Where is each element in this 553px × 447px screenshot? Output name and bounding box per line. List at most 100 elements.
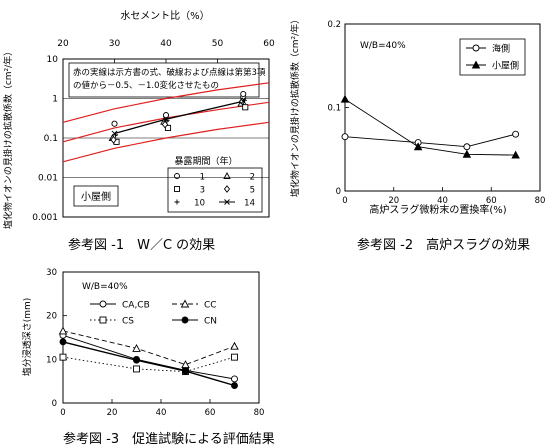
chart3-legend-label-CC: CC bbox=[204, 301, 217, 311]
chart3-y-tick-label: 30 bbox=[46, 268, 57, 278]
chart2-legend-box bbox=[459, 38, 526, 76]
chart3-legend-marker-CA,CB bbox=[99, 300, 107, 308]
chart2-point-海側 bbox=[463, 143, 471, 151]
chart1-legend: 暴露期間（年） 1 23 510 14 bbox=[167, 155, 263, 213]
chart2-annotation: W/B=40% bbox=[360, 41, 406, 51]
chart2-y-tick-label: 0.1 bbox=[327, 104, 341, 114]
chart1-top-tick-label: 20 bbox=[57, 39, 69, 49]
chart3-point-CC bbox=[230, 341, 239, 350]
chart3-series-line-CA,CB bbox=[62, 334, 235, 380]
chart3-legend-label-CS: CS bbox=[122, 317, 134, 327]
chart3-y-tick-label: 20 bbox=[46, 312, 57, 322]
chart3-y-axis-title: 塩分浸透深さ(mm) bbox=[21, 298, 33, 377]
chart3-y-tick-label: 10 bbox=[46, 355, 57, 365]
chart3-point-CC bbox=[58, 326, 68, 335]
chart2-point-海側 bbox=[341, 133, 349, 141]
chart3-x-tick-label: 80 bbox=[254, 408, 265, 418]
chart1-point-3 bbox=[164, 124, 172, 131]
chart1-note-line2: の値から－0.5、－1.0変化させたもの bbox=[73, 80, 219, 91]
chart1-y-tick-label: 1 bbox=[52, 95, 58, 105]
chart1-legend-label-10: 10 bbox=[194, 199, 205, 209]
chart1-point-5 bbox=[110, 135, 117, 144]
chart1-y-tick-label: 0.1 bbox=[44, 134, 58, 144]
chart2-legend-marker-小屋側 bbox=[471, 60, 481, 69]
chart1-legend-marker-14 bbox=[224, 199, 230, 205]
chart1-top-tick-label: 50 bbox=[212, 39, 224, 49]
chart3-point-CN bbox=[182, 367, 189, 375]
chart3-x-tick-label: 20 bbox=[107, 408, 118, 418]
chart1-point-14 bbox=[111, 130, 118, 137]
chart1-top-tick-label: 30 bbox=[109, 39, 121, 49]
chart3-series-line-CS bbox=[62, 356, 235, 373]
chart2-y-axis-title: 塩化物イオンの見掛けの拡散係数（cm²/年） bbox=[289, 15, 301, 197]
chart1-note-box: 赤の実線は示方書の式、破線および点線は第第3項 の値から－0.5、－1.0変化さ… bbox=[68, 62, 266, 98]
chart3-series-line-CC bbox=[62, 330, 235, 366]
chart2-point-小屋側 bbox=[413, 142, 423, 151]
chart3-point-CN bbox=[133, 356, 140, 364]
chart2-series-line-小屋側 bbox=[344, 98, 516, 156]
chart1-y-axis-title: 塩化物イオンの見掛けの拡散係数（cm²/年） bbox=[2, 47, 14, 229]
chart1-point-1 bbox=[162, 112, 170, 119]
chart2-legend-label-海側: 海側 bbox=[492, 43, 510, 55]
chart2-series-line-海側 bbox=[344, 133, 516, 148]
chart2-legend-label-小屋側: 小屋側 bbox=[492, 60, 519, 72]
chart1-legend-marker-5 bbox=[223, 185, 231, 193]
chart3-point-CC bbox=[181, 360, 190, 369]
chart3-legend-label-CN: CN bbox=[204, 317, 217, 327]
caption-chart1: 参考図 -1 W／C の効果 bbox=[68, 238, 216, 253]
chart1-top-tick-label: 40 bbox=[160, 39, 172, 49]
chart3-legend-marker-CN bbox=[181, 316, 189, 324]
chart-slag-effect: 塩化物イオンの見掛けの拡散係数（cm²/年） 高炉スラグ微粉末の置換率(%) W… bbox=[289, 15, 545, 216]
chart1-legend-label-3: 3 bbox=[200, 186, 205, 196]
chart2-legend-marker-海側 bbox=[472, 44, 480, 52]
chart1-y-tick-label: 0.001 bbox=[32, 213, 58, 223]
chart3-x-tick-label: 40 bbox=[156, 408, 167, 418]
chart3-series-line-CN bbox=[62, 341, 235, 387]
chart1-y-tick-label: 0.01 bbox=[38, 174, 58, 184]
caption-chart2: 参考図 -2 高炉スラグの効果 bbox=[357, 238, 531, 253]
chart1-legend-marker-2 bbox=[223, 172, 231, 179]
chart1-legend-marker-3 bbox=[174, 186, 180, 192]
chart2-x-tick-label: 0 bbox=[342, 196, 347, 206]
chart1-legend-title: 暴露期間（年） bbox=[174, 155, 237, 167]
chart1-location-label: 小屋側 bbox=[81, 190, 111, 203]
chart2-x-tick-label: 60 bbox=[486, 196, 497, 206]
chart2-point-小屋側 bbox=[462, 149, 472, 158]
chart2-x-tick-label: 20 bbox=[388, 196, 399, 206]
chart1-point-1 bbox=[111, 120, 118, 127]
chart-accelerated-test: 塩分浸透深さ(mm) W/B=40% CA,CB CC CS CN 0 20 40 60 80… bbox=[21, 268, 264, 418]
chart1-legend-marker-10 bbox=[174, 199, 180, 205]
chart1-legend-label-5: 5 bbox=[250, 186, 255, 196]
chart1-red-curve bbox=[62, 82, 270, 123]
chart1-point-1 bbox=[240, 90, 247, 98]
chart3-point-CN bbox=[59, 338, 67, 346]
chart1-point-14 bbox=[240, 98, 247, 105]
chart3-point-CC bbox=[132, 343, 141, 352]
chart3-point-CS bbox=[133, 365, 140, 373]
chart3-y-tick-label: 0 bbox=[52, 399, 57, 409]
chart3-x-tick-label: 0 bbox=[60, 408, 65, 418]
chart3-legend-label-CA,CB: CA,CB bbox=[122, 301, 150, 311]
chart3-legend-marker-CS bbox=[99, 316, 107, 324]
chart3-point-CS bbox=[231, 353, 238, 361]
chart2-y-tick-label: 0 bbox=[336, 187, 341, 197]
chart1-top-axis-label: 水セメント比（%） bbox=[120, 10, 209, 22]
chart1-y-tick-label: 10 bbox=[47, 55, 59, 65]
chart3-point-CN bbox=[231, 382, 238, 389]
chart1-point-3 bbox=[242, 104, 249, 111]
chart1-red-curve bbox=[62, 121, 270, 163]
chart1-legend-label-14: 14 bbox=[244, 199, 255, 209]
chart1-point-14 bbox=[163, 116, 169, 123]
chart2-x-axis-title: 高炉スラグ微粉末の置換率(%) bbox=[369, 203, 506, 216]
chart2-point-海側 bbox=[512, 130, 520, 138]
chart3-x-tick-label: 60 bbox=[205, 408, 216, 418]
chart1-top-tick-label: 60 bbox=[263, 39, 275, 49]
chart3-point-CS bbox=[59, 353, 67, 361]
chart2-x-tick-label: 80 bbox=[535, 196, 546, 206]
chart2-point-小屋側 bbox=[511, 150, 520, 159]
chart1-note-line1: 赤の実線は示方書の式、破線および点線は第第3項 bbox=[73, 67, 266, 78]
chart3-point-CA,CB bbox=[231, 375, 238, 383]
chart2-point-小屋側 bbox=[340, 94, 350, 103]
chart3-legend-marker-CC bbox=[180, 299, 190, 308]
